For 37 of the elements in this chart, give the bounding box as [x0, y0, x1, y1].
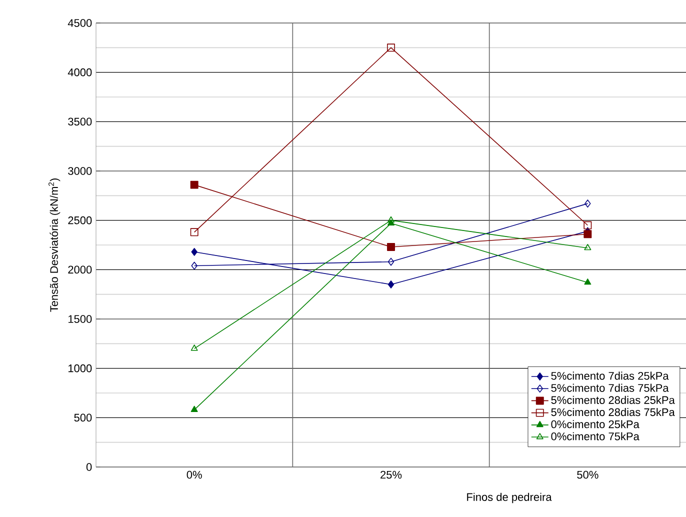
point [584, 221, 592, 230]
point [584, 200, 591, 208]
y-tick-label: 4500 [68, 19, 92, 27]
point [388, 280, 394, 288]
x-tick-label: 0% [186, 470, 202, 479]
y-tick-label: 500 [74, 414, 92, 422]
y-tick-label: 3500 [68, 118, 92, 126]
x-axis-title: Finos de pedreira [467, 492, 552, 504]
point [190, 344, 198, 351]
point [388, 258, 394, 266]
point [191, 262, 198, 270]
point [191, 248, 198, 256]
point [387, 242, 395, 251]
y-tick-label: 3000 [68, 167, 92, 175]
legend-label: 5%cimento 28dias 25kPa [551, 396, 675, 404]
point [190, 180, 198, 189]
point [190, 406, 198, 412]
y-tick-label: 1500 [68, 315, 92, 323]
legend-label: 5%cimento 7dias 25kPa [551, 372, 669, 380]
y-tick-label: 1000 [68, 364, 92, 372]
legend-label: 5%cimento 7dias 75kPa [551, 384, 669, 392]
y-tick-label: 0 [86, 463, 92, 471]
x-tick-label: 25% [380, 470, 402, 479]
point [190, 228, 198, 236]
legend-label: 0%cimento 25kPa [551, 420, 640, 428]
y-tick-label: 2000 [68, 266, 92, 274]
legend-label: 5%cimento 28dias 75kPa [551, 408, 675, 416]
point [584, 230, 592, 238]
x-tick-label: 50% [577, 470, 598, 479]
y-axis-title: Tensão Desviatória (kN/m$^{2}$) [48, 178, 60, 312]
y-tick-label: 2500 [68, 216, 92, 224]
point [388, 216, 395, 223]
legend-label: 0%cimento 75kPa [551, 432, 640, 440]
point [584, 244, 592, 250]
y-tick-label: 4000 [68, 68, 92, 76]
point [584, 278, 592, 285]
point [387, 44, 395, 52]
